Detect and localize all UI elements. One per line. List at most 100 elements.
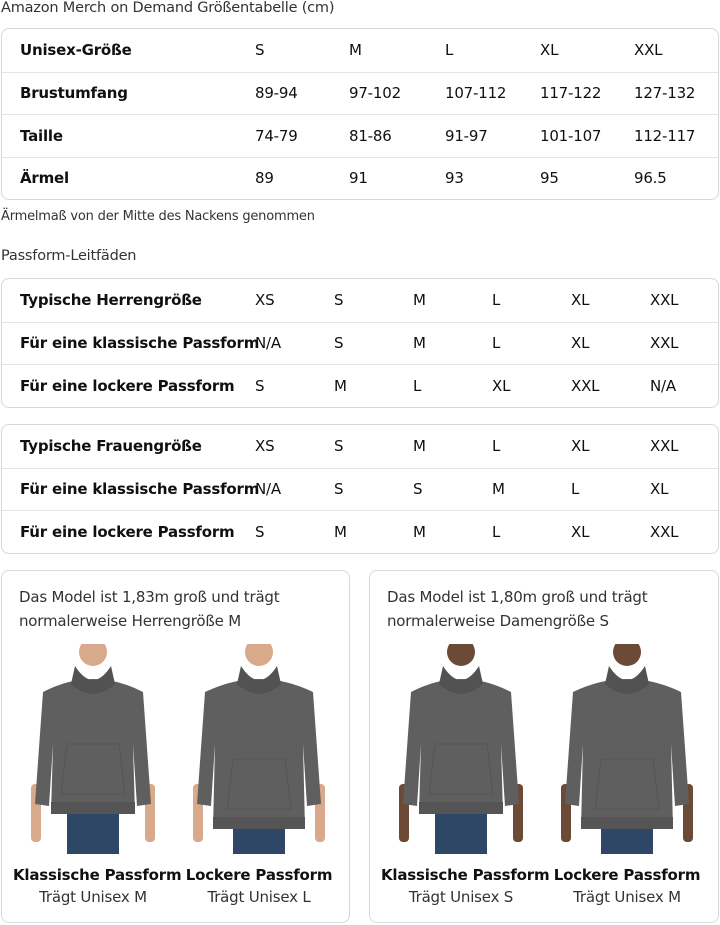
table-cell: XL [492, 376, 511, 395]
women-fit-table: Typische Frauengröße XS S M L XL XXL Für eine k… [1, 424, 719, 554]
table-cell: L [492, 437, 501, 456]
table-cell: L [492, 522, 501, 541]
table-row: Für eine lockere Passform S M L XL XXL N/A [2, 364, 718, 407]
table-row: Ärmel 89 91 93 95 96.5 [2, 156, 718, 200]
table-cell: 91 [349, 169, 368, 188]
table-row: Für eine lockere Passform S M M L XL XXL [2, 510, 718, 553]
hoodie-photo [31, 644, 155, 854]
table-cell: L [492, 291, 501, 310]
table-cell: S [334, 480, 344, 499]
fit-label: Lockere Passform [185, 866, 333, 884]
table-cell: 81-86 [349, 126, 392, 145]
table-cell: S [334, 437, 344, 456]
waistband [51, 802, 135, 814]
table-cell: M [413, 522, 426, 541]
waistband [419, 802, 503, 814]
hoodie-body [197, 679, 321, 829]
table-cell: M [413, 334, 426, 353]
table-cell: S [334, 291, 344, 310]
hood [605, 666, 649, 694]
size-chart-title: Amazon Merch on Demand Größentabelle (cm… [1, 0, 335, 16]
table-cell: 91-97 [445, 126, 488, 145]
table-cell: XXL [650, 437, 679, 456]
hoodie-photo [399, 644, 523, 854]
wears-label: Trägt Unisex M [573, 888, 681, 906]
table-cell: 74-79 [255, 126, 298, 145]
table-cell: L [492, 334, 501, 353]
row-label: Typische Frauengröße [20, 437, 202, 456]
model-figure-relaxed: Lockere Passform Trägt Unisex M [547, 644, 707, 906]
table-cell: 93 [445, 169, 464, 188]
table-row: Unisex-Größe S M L XL XXL [2, 29, 718, 72]
table-cell: M [349, 41, 362, 60]
model-description: Das Model ist 1,80m groß und trägt norma… [387, 588, 648, 630]
hoodie-body [35, 679, 151, 814]
wears-label: Trägt Unisex L [207, 888, 311, 906]
fit-label: Klassische Passform [381, 866, 550, 884]
table-cell: XXL [650, 291, 679, 310]
table-cell: M [334, 522, 347, 541]
face [613, 644, 641, 666]
table-cell: 96.5 [634, 169, 667, 188]
table-cell: XL [571, 522, 590, 541]
table-cell: S [334, 334, 344, 353]
waistband [581, 817, 673, 829]
row-label: Brustumfang [20, 84, 128, 103]
wears-label: Trägt Unisex M [39, 888, 147, 906]
row-label: Unisex-Größe [20, 41, 132, 60]
pocket [594, 758, 660, 810]
table-cell: S [255, 41, 265, 60]
hood [439, 666, 483, 694]
fit-label: Lockere Passform [553, 866, 701, 884]
model-figure-classic: Klassische Passform Trägt Unisex M [13, 644, 182, 906]
waistband [213, 817, 305, 829]
size-chart-table: Unisex-Größe S M L XL XXL Brustumfang 89-94 97-1… [1, 28, 719, 200]
table-cell: M [492, 480, 505, 499]
fit-label: Klassische Passform [13, 866, 182, 884]
model-card-women: Das Model ist 1,80m groß und trägt norma… [369, 570, 719, 923]
table-cell: 89 [255, 169, 274, 188]
hood [71, 666, 115, 694]
face [447, 644, 475, 666]
table-cell: XXL [650, 522, 679, 541]
table-cell: 89-94 [255, 84, 298, 103]
men-fit-table: Typische Herrengröße XS S M L XL XXL Für eine k… [1, 278, 719, 408]
table-cell: S [255, 522, 265, 541]
fit-guides-title: Passform-Leitfäden [1, 248, 137, 264]
table-cell: XS [255, 437, 275, 456]
table-row: Taille 74-79 81-86 91-97 101-107 112-117 [2, 114, 718, 157]
row-label: Für eine klassische Passform [20, 480, 260, 499]
hood [237, 666, 281, 694]
wears-label: Trägt Unisex S [408, 888, 514, 906]
sleeve-note: Ärmelmaß von der Mitte des Nackens genom… [1, 209, 315, 224]
face [79, 644, 107, 666]
row-label: Typische Herrengröße [20, 291, 202, 310]
table-cell: XL [571, 291, 590, 310]
table-cell: S [255, 376, 265, 395]
model-figure-relaxed: Lockere Passform Trägt Unisex L [179, 644, 339, 906]
model-figure-classic: Klassische Passform Trägt Unisex S [381, 644, 550, 906]
pocket [60, 743, 126, 795]
table-row: Typische Frauengröße XS S M L XL XXL [2, 425, 718, 468]
table-cell: 97-102 [349, 84, 401, 103]
table-cell: XS [255, 291, 275, 310]
pocket [226, 758, 292, 810]
table-cell: XL [540, 41, 559, 60]
table-cell: 107-112 [445, 84, 507, 103]
model-description: Das Model ist 1,83m groß und trägt norma… [19, 588, 280, 630]
hoodie-photo [193, 644, 325, 854]
row-label: Für eine lockere Passform [20, 522, 235, 541]
table-cell: 127-132 [634, 84, 696, 103]
table-cell: XXL [571, 376, 600, 395]
face [245, 644, 273, 666]
table-row: Für eine klassische Passform N/A S S M L XL [2, 467, 718, 511]
table-cell: L [445, 41, 454, 60]
table-row: Brustumfang 89-94 97-102 107-112 117-122 127-… [2, 71, 718, 115]
table-cell: 101-107 [540, 126, 602, 145]
table-cell: L [413, 376, 422, 395]
table-row: Für eine klassische Passform N/A S M L XL XXL [2, 321, 718, 365]
table-cell: M [413, 291, 426, 310]
row-label: Für eine klassische Passform [20, 334, 260, 353]
table-cell: XL [571, 334, 590, 353]
pocket [428, 743, 494, 795]
